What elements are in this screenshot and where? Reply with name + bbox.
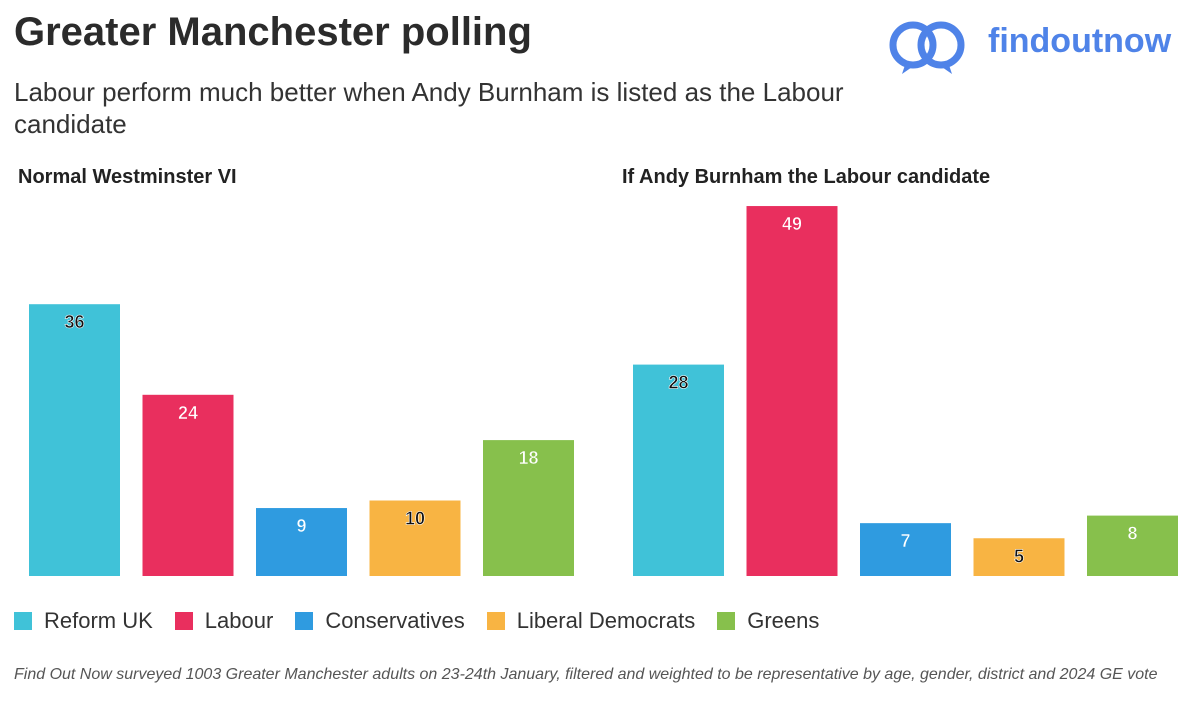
chart-subtitle: Labour perform much better when Andy Bur… [14, 77, 844, 139]
data-label-0-greens: 18 [518, 448, 538, 468]
bar-0-greens [483, 440, 574, 576]
legend-swatch [14, 612, 32, 630]
bar-1-reform-uk [633, 364, 724, 576]
legend-item-reform-uk: Reform UK [14, 608, 153, 634]
bar-1-labour [746, 206, 838, 577]
bar-1-liberal-democrats [973, 538, 1065, 576]
data-label-1-conservatives: 7 [900, 531, 910, 551]
legend-swatch [295, 612, 314, 630]
legend-label: Conservatives [325, 608, 465, 633]
legend-swatch [486, 612, 505, 630]
legend-label: Liberal Democrats [516, 608, 696, 633]
data-label-0-liberal-democrats: 10 [405, 509, 425, 529]
brand-name: findoutnow [988, 22, 1172, 60]
bar-1-conservatives [860, 523, 951, 576]
bar-0-conservatives [256, 508, 347, 576]
legend-label: Labour [204, 608, 274, 633]
data-label-1-liberal-democrats: 5 [1014, 546, 1024, 566]
panel-title-burnham: If Andy Burnham the Labour candidate [622, 166, 991, 188]
legend-swatch [174, 612, 193, 630]
data-label-0-reform-uk: 36 [64, 312, 84, 332]
bar-0-labour [142, 394, 234, 576]
panel-title-normal-vi: Normal Westminster VI [18, 166, 237, 188]
legend-label: Greens [747, 608, 820, 633]
legend-swatch [717, 612, 736, 630]
legend-item-liberal-democrats: Liberal Democrats [486, 608, 696, 634]
data-label-1-greens: 8 [1127, 524, 1137, 544]
data-label-0-labour: 24 [178, 403, 198, 423]
footnote: Find Out Now surveyed 1003 Greater Manch… [14, 666, 1158, 683]
data-label-0-conservatives: 9 [296, 516, 306, 536]
legend-item-labour: Labour [174, 608, 274, 634]
data-label-1-labour: 49 [782, 214, 802, 234]
chart-title: Greater Manchester polling [14, 10, 532, 54]
bar-0-reform-uk [29, 304, 120, 576]
bar-charts: 36 24 9 10 18 28 49 7 5 8 [29, 206, 1178, 577]
legend-item-greens: Greens [717, 608, 819, 634]
bar-0-liberal-democrats [369, 500, 461, 576]
bar-1-greens [1087, 515, 1178, 576]
legend-item-conservatives: Conservatives [295, 608, 465, 634]
data-label-1-reform-uk: 28 [668, 373, 688, 393]
legend-label: Reform UK [44, 608, 153, 633]
findoutnow-logo-icon [889, 21, 965, 74]
legend: Reform UK Labour Conservatives Liberal Demo… [14, 608, 841, 634]
